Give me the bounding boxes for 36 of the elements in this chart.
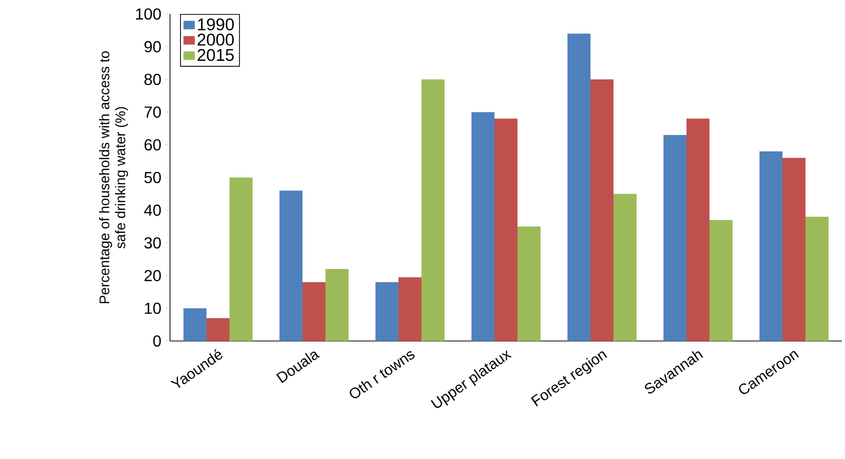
bar — [614, 194, 637, 341]
bar — [422, 79, 445, 341]
bar — [759, 151, 782, 341]
y-tick-label: 80 — [144, 74, 161, 86]
bar — [183, 308, 206, 341]
bar — [375, 282, 398, 341]
bar — [279, 190, 302, 341]
bar — [806, 216, 829, 341]
bar — [471, 112, 494, 341]
y-tick-label: 40 — [144, 204, 161, 216]
bar — [206, 318, 230, 341]
bar — [494, 118, 518, 341]
y-tick-label: 10 — [144, 302, 161, 314]
y-tick-label: 0 — [153, 335, 161, 347]
y-tick-label: 60 — [144, 139, 161, 150]
legend-label: 1990 — [198, 18, 234, 30]
legend-label: 2015 — [198, 48, 234, 61]
y-tick-label: 30 — [144, 237, 161, 249]
y-tick-label: 90 — [144, 41, 161, 52]
y-tick-label: 70 — [144, 106, 161, 118]
bar — [518, 226, 541, 341]
y-axis-title: Percentage of households with access to safe drinking water (%) — [99, 51, 128, 304]
bar — [686, 118, 710, 341]
bar — [567, 34, 590, 341]
y-tick-label: 50 — [144, 172, 161, 184]
y-tick-label: 100 — [136, 8, 161, 20]
bar — [302, 282, 326, 341]
legend-label: 2000 — [198, 34, 234, 46]
bar — [663, 134, 686, 341]
bar — [710, 220, 733, 341]
bar — [326, 269, 349, 341]
bar — [782, 158, 806, 341]
y-tick-label: 20 — [144, 270, 161, 282]
bar — [590, 79, 614, 341]
bar — [398, 277, 422, 341]
bar — [230, 177, 253, 341]
